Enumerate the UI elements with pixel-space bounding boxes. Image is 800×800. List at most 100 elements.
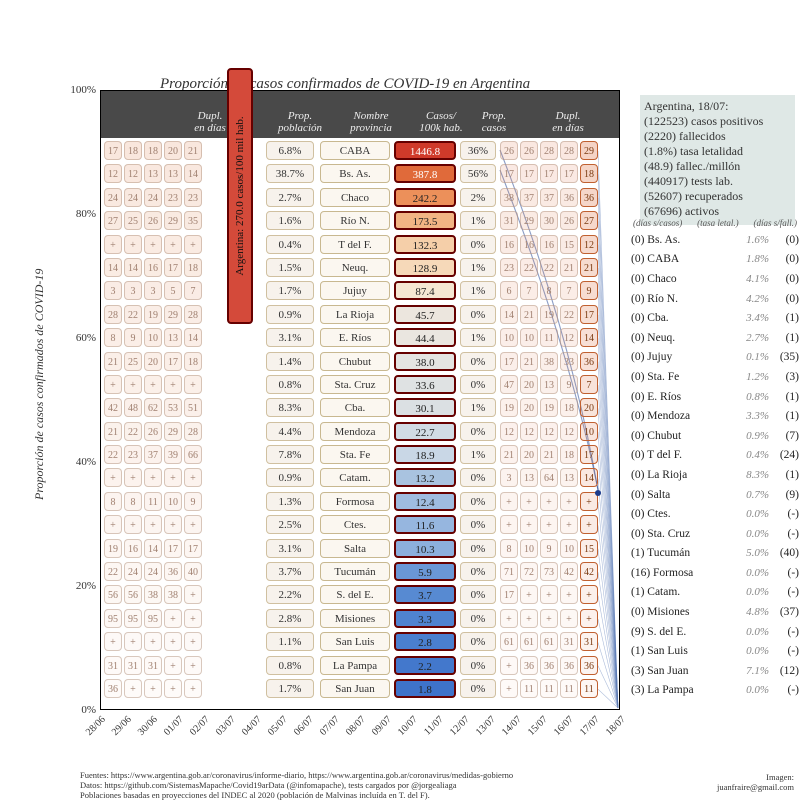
prop-poblacion-cell: 8.3% <box>266 398 314 417</box>
rank-right: (-) <box>771 626 799 638</box>
rate-cell: 13.2 <box>394 468 456 487</box>
x-tick: 12/07 <box>448 714 472 738</box>
dupl-right-cell: 11 <box>540 679 558 698</box>
dupl-left-cell: 26 <box>144 422 162 441</box>
dupl-right-cell: 13 <box>520 468 538 487</box>
rank-left: (1) Catam. <box>631 586 727 598</box>
province-row: 22242436403.7%Tucumán5.90%7172734242 <box>104 561 616 584</box>
info-line: Argentina, 18/07: <box>644 99 791 114</box>
dupl-left-cell: 14 <box>144 539 162 558</box>
column-header: Casos/100k hab. <box>410 110 472 134</box>
x-tick: 11/07 <box>422 714 446 738</box>
ranking-row: (0) Mendoza3.3%(1) <box>631 406 799 426</box>
prop-casos-cell: 0% <box>460 679 496 698</box>
dupl-right-cell: 19 <box>540 398 558 417</box>
dupl-right-cell: 47 <box>500 375 518 394</box>
y-axis-title: Proporción de casos confirmados de COVID… <box>32 269 47 500</box>
province-row: 21252017181.4%Chubut38.00%1721383336 <box>104 351 616 374</box>
dupl-left-cell: + <box>164 468 182 487</box>
rate-cell: 10.3 <box>394 539 456 558</box>
rank-right: (1) <box>771 391 799 403</box>
rank-hdr-left: (días s/casos) <box>633 218 682 228</box>
dupl-right-cell: 11 <box>520 679 538 698</box>
dupl-right-cell: 37 <box>540 188 558 207</box>
dupl-left-cell: 8 <box>124 492 142 511</box>
dupl-left-cell: 23 <box>164 188 182 207</box>
dupl-right-cell: 42 <box>560 562 578 581</box>
prop-poblacion-cell: 6.8% <box>266 141 314 160</box>
dupl-left-cell: 95 <box>144 609 162 628</box>
province-row: 14141617181.5%Neuq.128.91%2322222121 <box>104 257 616 280</box>
dupl-left-cell: + <box>104 375 122 394</box>
x-tick: 09/07 <box>370 714 394 738</box>
dupl-left-cell: + <box>144 468 162 487</box>
dupl-right-cell: 42 <box>580 562 598 581</box>
province-name-cell: Chaco <box>320 188 390 207</box>
rate-cell: 173.5 <box>394 211 456 230</box>
dupl-left-cell: 35 <box>184 211 202 230</box>
ranking-row: (0) Ctes.0.0%(-) <box>631 504 799 524</box>
dupl-right-cell: 11 <box>580 679 598 698</box>
dupl-left-cell: 95 <box>104 609 122 628</box>
dupl-left-cell: + <box>164 515 182 534</box>
dupl-left-cell: 38 <box>144 585 162 604</box>
dupl-right-cell: 12 <box>540 422 558 441</box>
dupl-right-cell: + <box>500 515 518 534</box>
x-tick: 05/07 <box>266 714 290 738</box>
dupl-right-cell: 8 <box>500 539 518 558</box>
ranking-row: (16) Formosa0.0%(-) <box>631 563 799 583</box>
province-name-cell: San Luis <box>320 632 390 651</box>
dupl-left-cell: 22 <box>124 422 142 441</box>
dupl-left-cell: 48 <box>124 398 142 417</box>
dupl-left-cell: 14 <box>184 328 202 347</box>
prop-poblacion-cell: 7.8% <box>266 445 314 464</box>
dupl-right-cell: 26 <box>560 211 578 230</box>
dupl-right-cell: 36 <box>580 656 598 675</box>
province-name-cell: CABA <box>320 141 390 160</box>
rank-right: (0) <box>771 253 799 265</box>
prop-poblacion-cell: 1.7% <box>266 679 314 698</box>
x-tick: 29/06 <box>110 714 134 738</box>
dupl-left-cell: + <box>164 235 182 254</box>
rank-left: (0) Ctes. <box>631 508 727 520</box>
dupl-left-cell: 13 <box>144 164 162 183</box>
dupl-right-cell: 17 <box>580 445 598 464</box>
dupl-right-cell: 38 <box>540 352 558 371</box>
dupl-left-cell: 18 <box>124 141 142 160</box>
dupl-right-cell: 13 <box>560 468 578 487</box>
dupl-left-cell: 10 <box>164 492 182 511</box>
province-name-cell: Tucumán <box>320 562 390 581</box>
province-name-cell: Jujuy <box>320 281 390 300</box>
rate-cell: 387.8 <box>394 164 456 183</box>
ranking-row: (0) Misiones4.8%(37) <box>631 602 799 622</box>
prop-casos-cell: 0% <box>460 422 496 441</box>
dupl-left-cell: 20 <box>144 352 162 371</box>
ranking-row: (0) Sta. Cruz0.0%(-) <box>631 524 799 544</box>
province-name-cell: Formosa <box>320 492 390 511</box>
footer-line: Poblaciones basadas en proyecciones del … <box>80 790 780 800</box>
dupl-left-cell: + <box>184 468 202 487</box>
y-tick: 40% <box>76 456 96 468</box>
dupl-right-cell: 11 <box>540 328 558 347</box>
rate-cell: 44.4 <box>394 328 456 347</box>
prop-poblacion-cell: 2.5% <box>266 515 314 534</box>
rank-left: (9) S. del E. <box>631 626 727 638</box>
province-name-cell: Mendoza <box>320 422 390 441</box>
rate-cell: 132.3 <box>394 235 456 254</box>
info-line: (2220) fallecidos <box>644 129 791 144</box>
ranking-row: (0) Río N.4.2%(0) <box>631 289 799 309</box>
rank-right: (-) <box>771 586 799 598</box>
prop-poblacion-cell: 3.1% <box>266 539 314 558</box>
dupl-left-cell: 39 <box>164 445 182 464</box>
x-tick: 06/07 <box>292 714 316 738</box>
dupl-right-cell: 17 <box>500 164 518 183</box>
dupl-left-cell: + <box>144 235 162 254</box>
rank-mid: 4.8% <box>746 606 769 618</box>
rate-cell: 1446.8 <box>394 141 456 160</box>
x-tick: 15/07 <box>526 714 550 738</box>
dupl-right-cell: 16 <box>520 235 538 254</box>
dupl-right-cell: 18 <box>560 445 578 464</box>
x-tick: 07/07 <box>318 714 342 738</box>
rate-cell: 30.1 <box>394 398 456 417</box>
dupl-left-cell: 16 <box>124 539 142 558</box>
